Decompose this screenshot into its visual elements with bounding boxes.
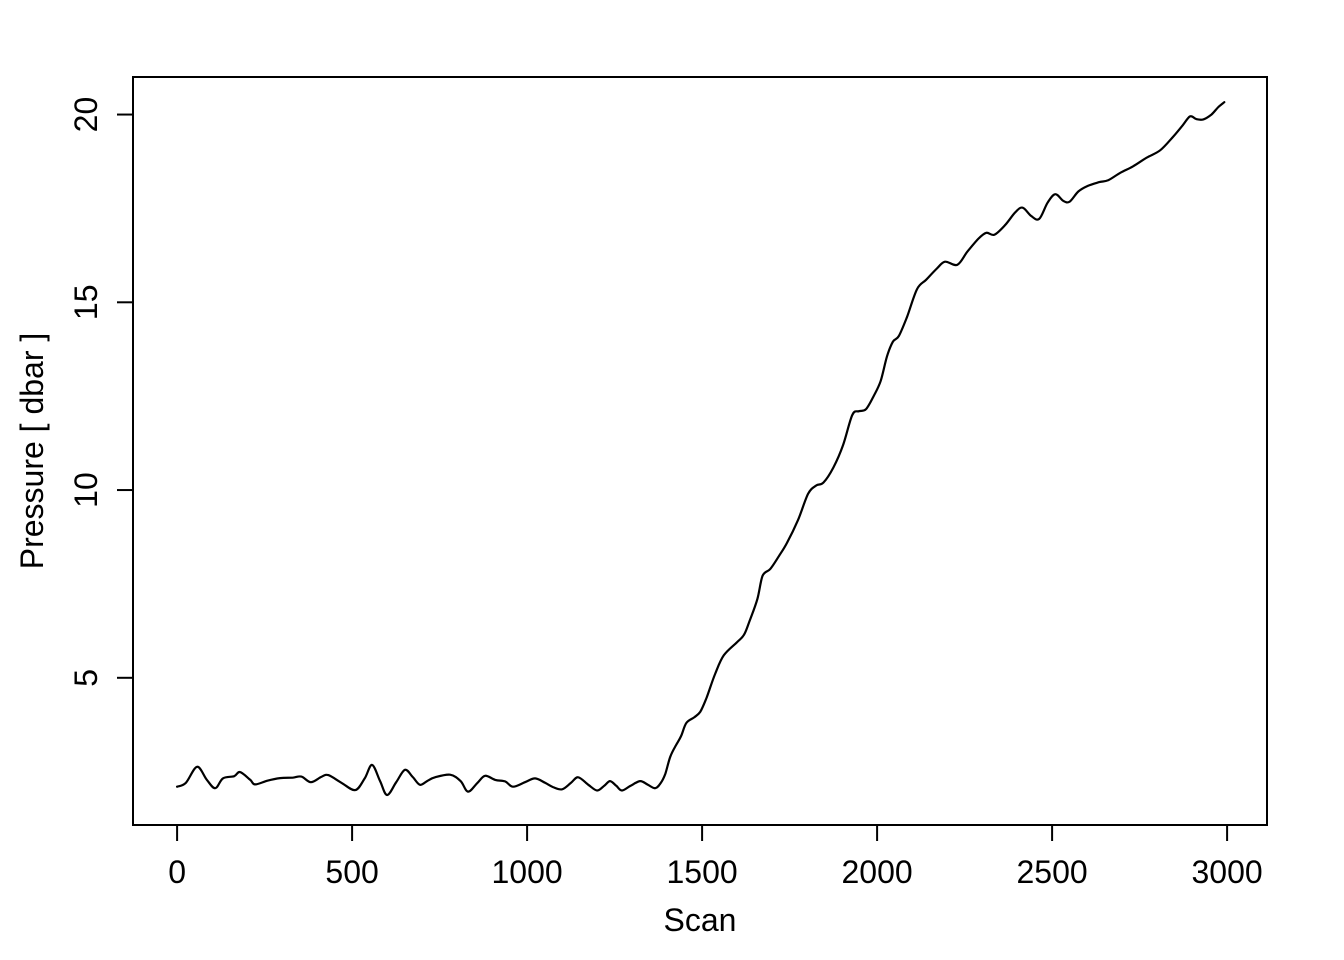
y-axis: 5 10 15 20 xyxy=(68,97,133,687)
y-axis-label: Pressure [ dbar ] xyxy=(14,333,50,570)
y-tick-label: 15 xyxy=(68,285,104,321)
y-tick-label: 5 xyxy=(68,669,104,687)
x-tick-label: 1000 xyxy=(492,854,563,890)
x-tick-label: 1500 xyxy=(667,854,738,890)
x-tick-label: 3000 xyxy=(1192,854,1263,890)
x-tick-label: 2500 xyxy=(1017,854,1088,890)
y-tick-label: 20 xyxy=(68,97,104,133)
x-tick-label: 2000 xyxy=(842,854,913,890)
x-axis-label: Scan xyxy=(664,902,737,938)
y-tick-label: 10 xyxy=(68,472,104,508)
x-tick-label: 500 xyxy=(325,854,378,890)
plot-box xyxy=(132,76,1268,826)
x-tick-label: 0 xyxy=(168,854,186,890)
pressure-line xyxy=(176,101,1226,797)
x-axis: 0 500 1000 1500 2000 2500 3000 xyxy=(168,825,1263,890)
